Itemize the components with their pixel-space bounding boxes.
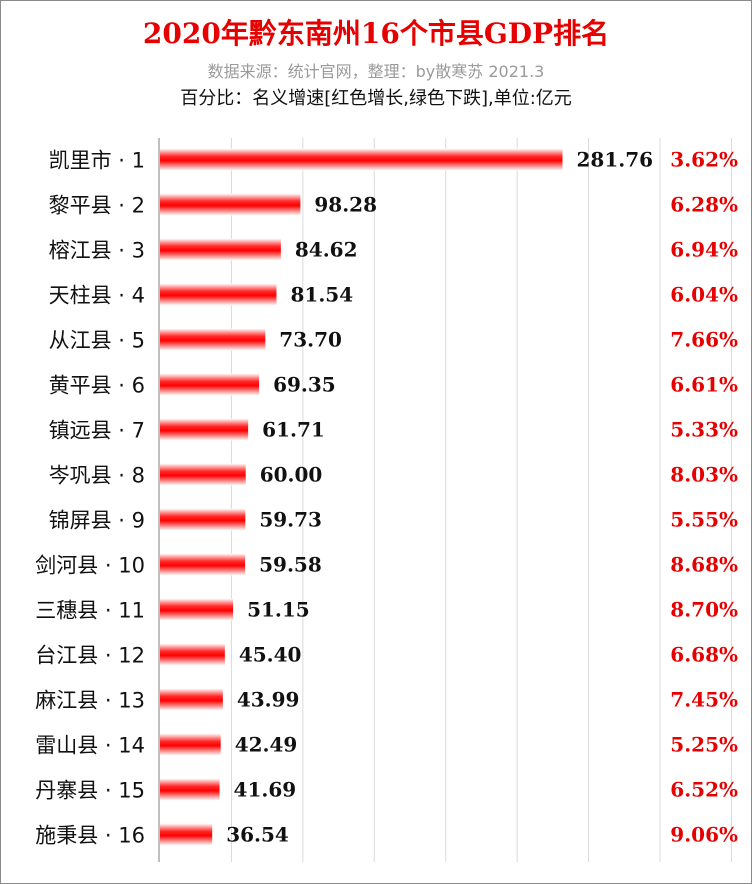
bar: [160, 643, 225, 666]
growth-label: 3.62%: [670, 148, 738, 172]
category-label: 台江县 · 12: [35, 644, 145, 668]
growth-label: 6.04%: [670, 283, 738, 307]
category-label: 剑河县 · 10: [35, 554, 145, 578]
category-label: 三穗县 · 11: [35, 599, 145, 623]
grid-lines: [230, 138, 732, 862]
value-label: 43.99: [237, 688, 300, 712]
growth-label: 8.70%: [670, 598, 738, 622]
growth-label: 8.03%: [670, 463, 738, 487]
value-label: 281.76: [577, 148, 654, 172]
bar: [160, 148, 563, 171]
bar: [160, 193, 301, 216]
value-label: 98.28: [314, 193, 377, 217]
category-label: 丹寨县 · 15: [35, 779, 145, 803]
bar: [160, 328, 266, 351]
bar: [160, 373, 260, 396]
value-label: 45.40: [239, 643, 302, 667]
category-label: 锦屏县 · 9: [49, 509, 145, 533]
category-label: 岑巩县 · 8: [49, 464, 145, 488]
category-label: 雷山县 · 14: [35, 734, 145, 758]
growth-label: 5.55%: [670, 508, 738, 532]
chart-title: 2020年黔东南州16个市县GDP排名: [142, 17, 610, 50]
chart-subtitle: 数据来源：统计官网，整理：by散寒苏 2021.3: [207, 62, 545, 81]
growth-label: 6.52%: [670, 778, 738, 802]
value-label: 84.62: [295, 238, 358, 262]
bar: [160, 823, 213, 846]
value-label: 81.54: [290, 283, 353, 307]
category-label: 黎平县 · 2: [49, 194, 145, 218]
bar: [160, 553, 246, 576]
growth-label: 9.06%: [670, 823, 738, 847]
growth-label: 8.68%: [670, 553, 738, 577]
category-label: 施秉县 · 16: [35, 824, 145, 848]
category-label: 榕江县 · 3: [49, 239, 145, 263]
growth-label: 6.94%: [670, 238, 738, 262]
bar: [160, 463, 246, 486]
bar: [160, 688, 223, 711]
category-label: 麻江县 · 13: [35, 689, 145, 713]
category-label: 镇远县 · 7: [49, 419, 145, 443]
chart-note: 百分比：名义增速[红色增长,绿色下跌],单位:亿元: [180, 88, 572, 109]
growth-label: 6.68%: [670, 643, 738, 667]
bar: [160, 733, 221, 756]
growth-label: 5.33%: [670, 418, 738, 442]
bar: [160, 238, 281, 261]
value-label: 41.69: [234, 778, 297, 802]
bar: [160, 418, 249, 441]
growth-label: 7.45%: [670, 688, 738, 712]
bar: [160, 283, 277, 306]
value-label: 73.70: [279, 328, 342, 352]
bar: [160, 778, 220, 801]
category-label: 黄平县 · 6: [49, 374, 145, 398]
bar: [160, 598, 234, 621]
growth-label: 7.66%: [670, 328, 738, 352]
bar: [160, 508, 246, 531]
value-label: 61.71: [262, 418, 325, 442]
value-label: 60.00: [260, 463, 323, 487]
value-label: 42.49: [235, 733, 298, 757]
labels: 凯里市 · 1 281.76 3.62% 黎平县 · 2 98.28 6.28% 榕江县 ·…: [35, 148, 738, 848]
value-label: 36.54: [226, 823, 289, 847]
growth-label: 5.25%: [670, 733, 738, 757]
value-label: 59.73: [259, 508, 322, 532]
category-label: 从江县 · 5: [49, 329, 145, 353]
category-label: 天柱县 · 4: [49, 284, 145, 308]
value-label: 51.15: [247, 598, 310, 622]
value-label: 69.35: [273, 373, 336, 397]
category-label: 凯里市 · 1: [49, 149, 145, 173]
bars: [160, 148, 563, 846]
value-label: 59.58: [259, 553, 322, 577]
growth-label: 6.28%: [670, 193, 738, 217]
growth-label: 6.61%: [670, 373, 738, 397]
